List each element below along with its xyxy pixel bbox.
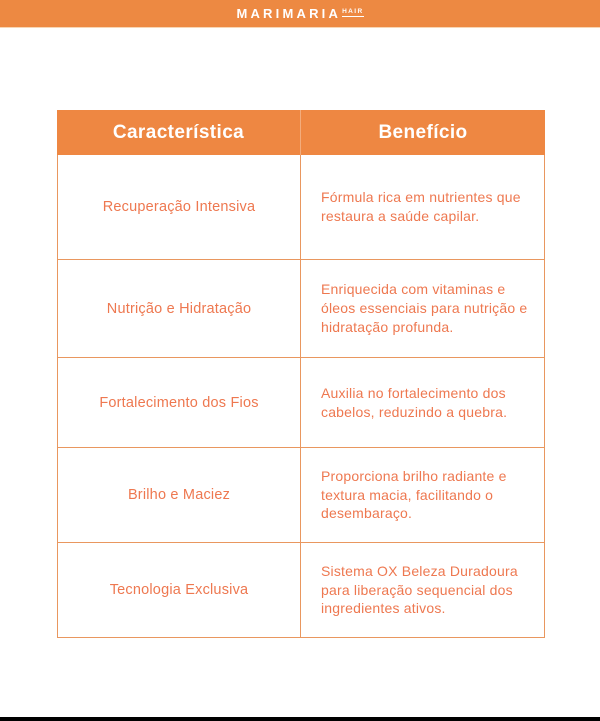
benefit-cell: Sistema OX Beleza Duradoura para liberaç… [300, 543, 544, 637]
table-header-caracteristica: Característica [112, 121, 245, 143]
feature-cell: Brilho e Maciez [127, 487, 231, 503]
feature-cell: Tecnologia Exclusiva [109, 582, 249, 598]
feature-cell: Fortalecimento dos Fios [99, 394, 259, 411]
table-row: Recuperação Intensiva Fórmula rica em nu… [58, 155, 544, 259]
feature-cell: Nutrição e Hidratação [106, 300, 252, 317]
table-body: Recuperação Intensiva Fórmula rica em nu… [57, 155, 545, 638]
table-row: Tecnologia Exclusiva Sistema OX Beleza D… [58, 542, 544, 637]
table-header-row: Característica Benefício [57, 110, 545, 155]
benefit-cell: Enriquecida com vitaminas e óleos essenc… [300, 260, 544, 357]
feature-cell: Recuperação Intensiva [102, 199, 256, 215]
table-row: Brilho e Maciez Proporciona brilho radia… [58, 447, 544, 542]
table-row: Nutrição e Hidratação Enriquecida com vi… [58, 259, 544, 357]
footer-bar [0, 717, 600, 721]
table-header-beneficio: Benefício [300, 110, 545, 155]
benefit-cell: Fórmula rica em nutrientes que restaura … [300, 155, 544, 259]
brand-logo: MARIMARIA HAIR [236, 6, 364, 21]
benefit-cell: Auxilia no fortalecimento dos cabelos, r… [300, 358, 544, 447]
brand-name: MARIMARIA [236, 6, 342, 21]
brand-suffix: HAIR [342, 7, 364, 17]
topbar: MARIMARIA HAIR [0, 0, 600, 28]
table-row: Fortalecimento dos Fios Auxilia no forta… [58, 357, 544, 447]
benefit-cell: Proporciona brilho radiante e textura ma… [300, 448, 544, 542]
benefits-table: Característica Benefício Recuperação Int… [57, 110, 545, 638]
